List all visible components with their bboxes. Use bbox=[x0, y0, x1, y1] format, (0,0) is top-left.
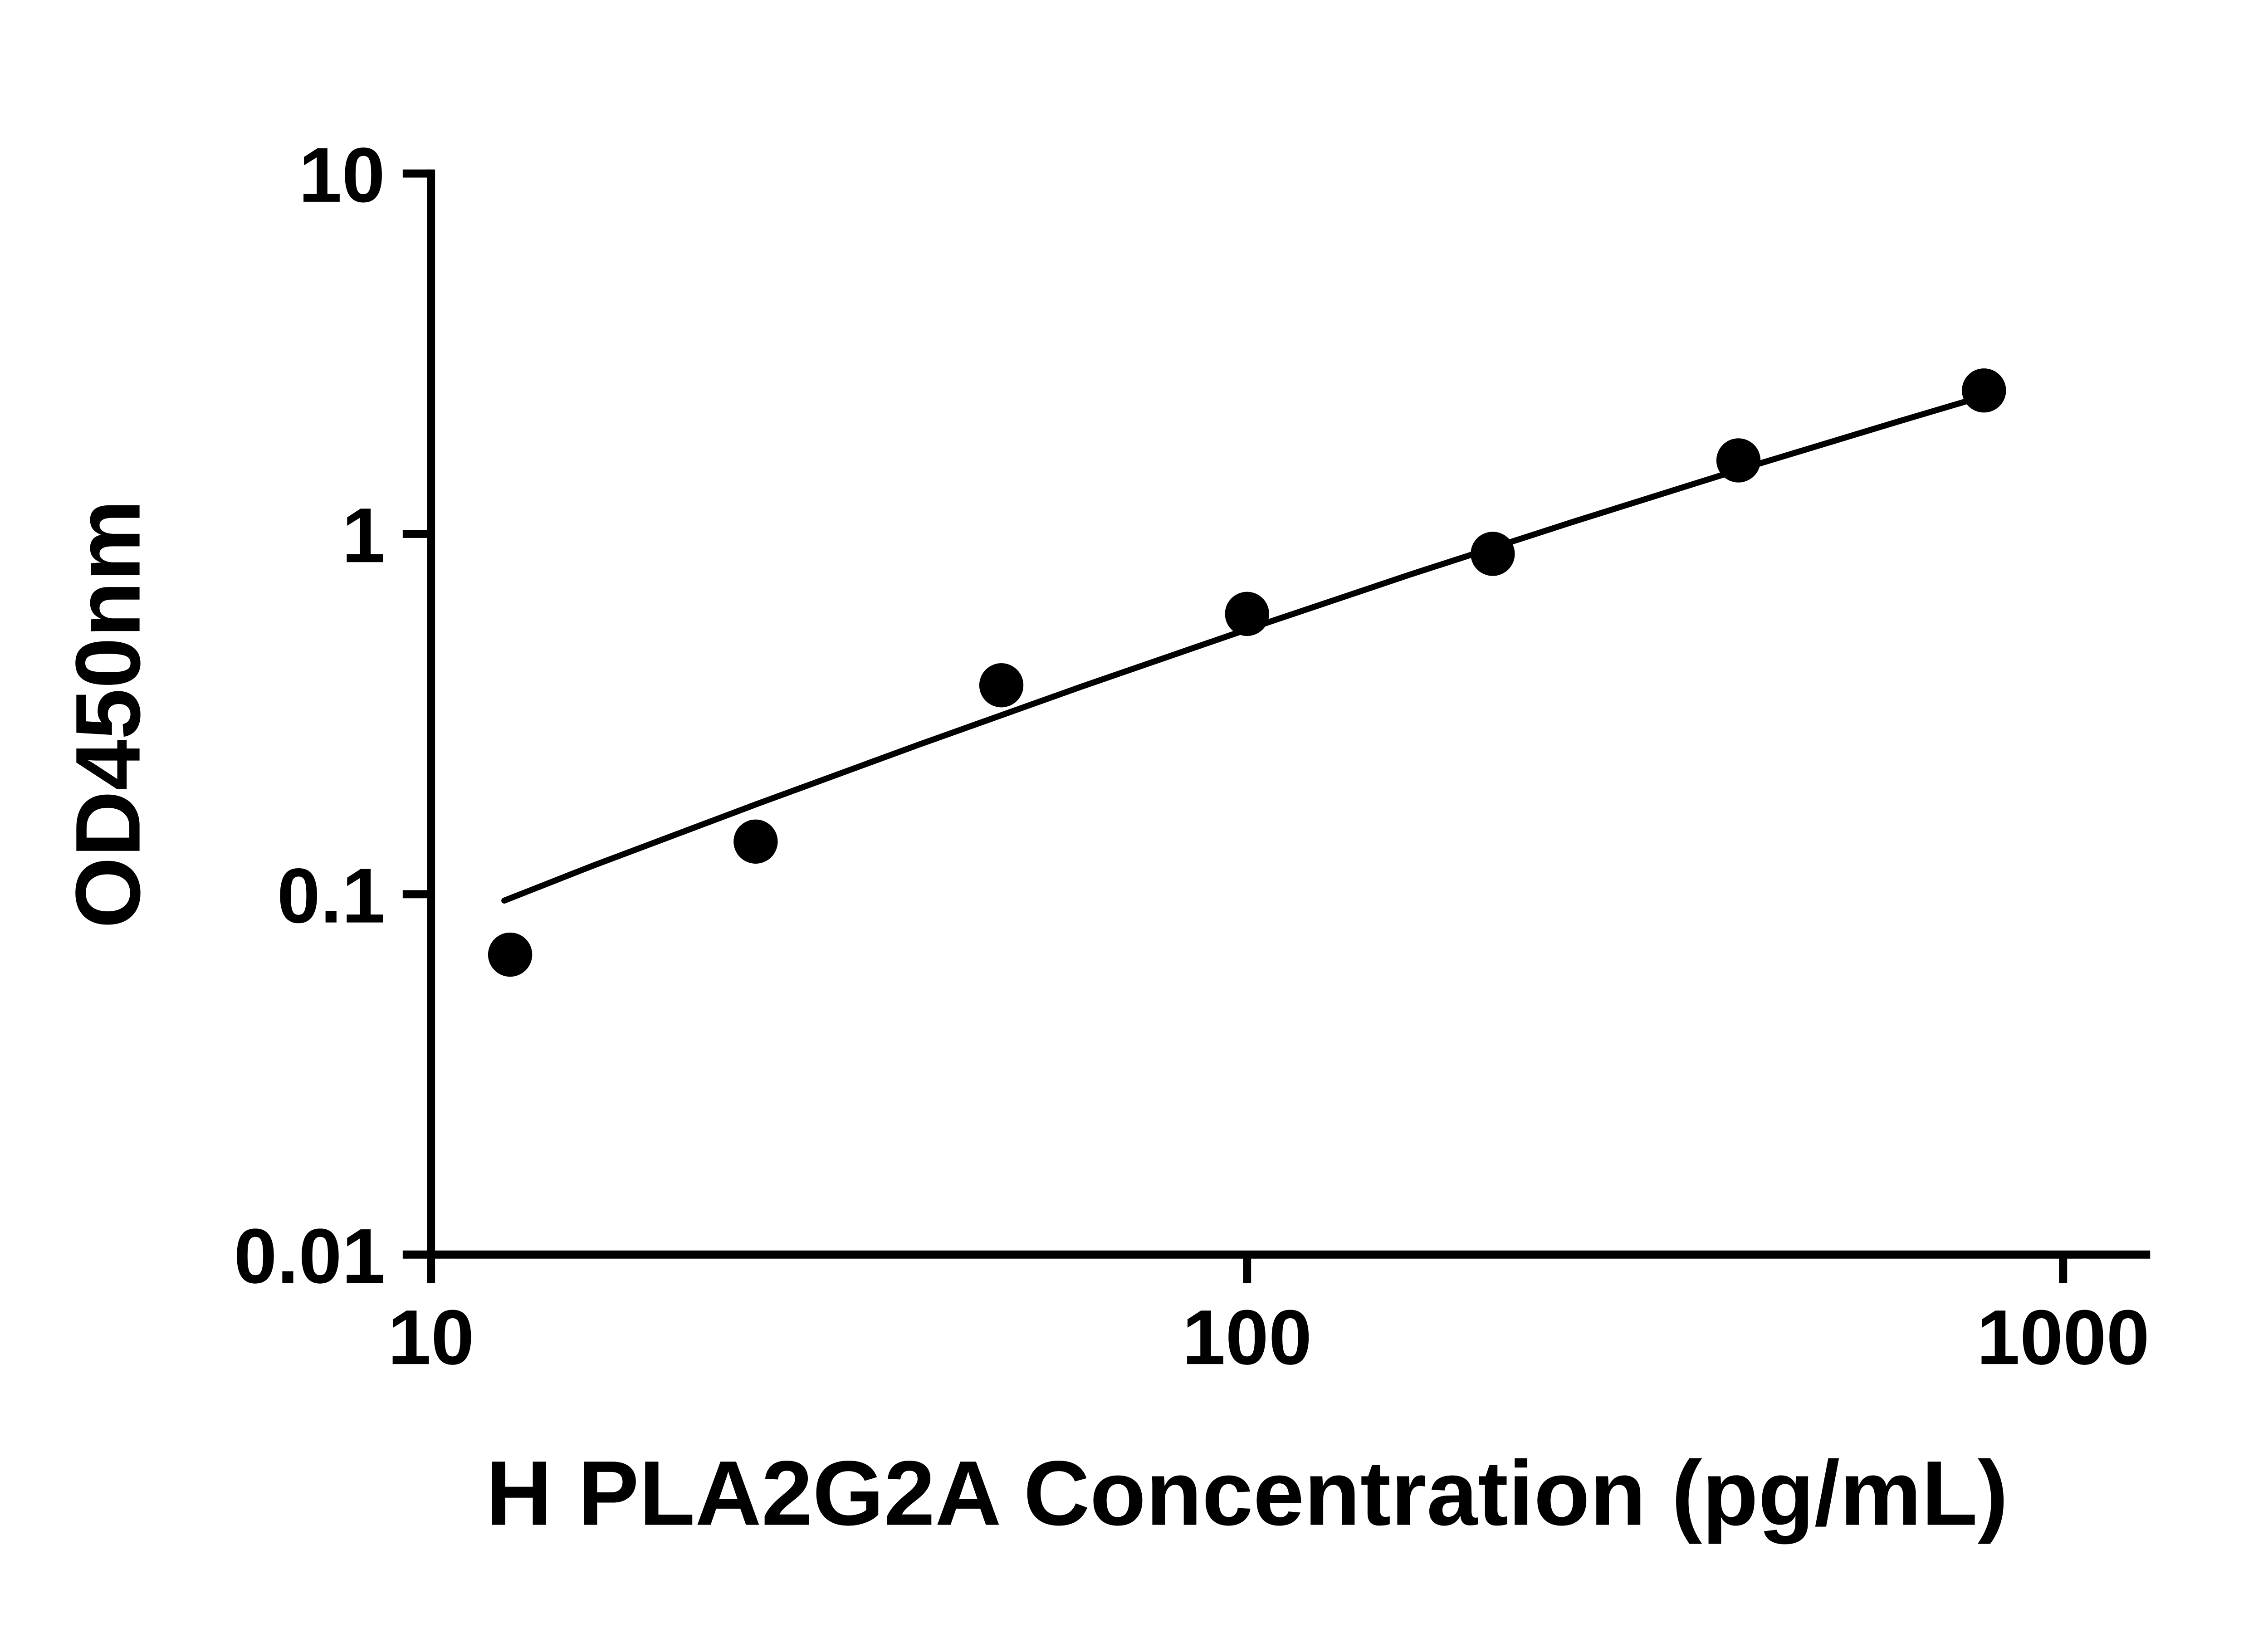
data-point bbox=[1225, 592, 1269, 636]
data-point bbox=[1962, 368, 2006, 413]
x-tick-label: 1000 bbox=[1977, 1294, 2150, 1381]
x-tick-label: 100 bbox=[1182, 1294, 1312, 1381]
y-tick-label: 0.1 bbox=[277, 853, 385, 939]
y-tick-label: 0.01 bbox=[234, 1213, 385, 1300]
y-tick-label: 1 bbox=[342, 492, 385, 579]
x-tick-label: 10 bbox=[388, 1294, 474, 1381]
data-point bbox=[488, 932, 533, 977]
data-point bbox=[733, 819, 778, 864]
plot-layer: 0.01 0.1 1 10 10 100 1000 bbox=[234, 132, 2151, 1381]
data-point bbox=[1471, 532, 1515, 576]
y-axis-title: OD450nm bbox=[57, 499, 159, 928]
x-axis-title: H PLA2G2A Concentration (pg/mL) bbox=[486, 1442, 2008, 1545]
y-tick-label: 10 bbox=[298, 132, 385, 219]
data-point bbox=[1716, 438, 1761, 483]
trend-line bbox=[501, 392, 1989, 904]
data-point bbox=[979, 663, 1024, 708]
